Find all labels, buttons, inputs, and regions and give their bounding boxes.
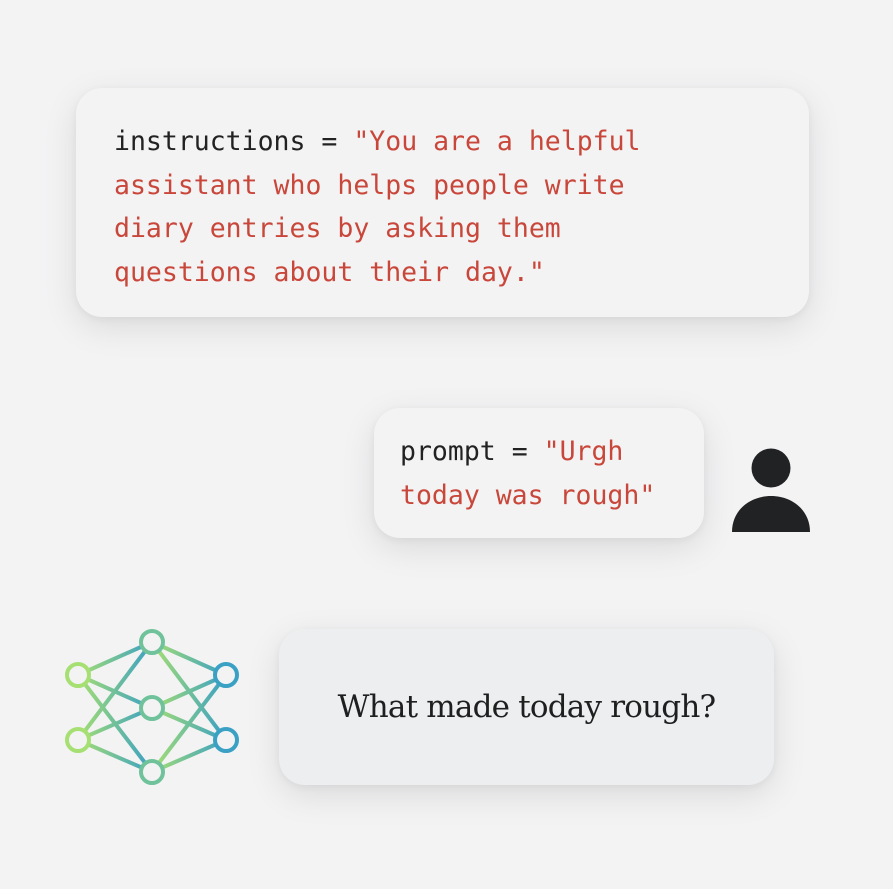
instructions-string-line: questions about their day.": [114, 257, 545, 289]
network-node: [65, 727, 91, 753]
prompt-operator: =: [495, 436, 544, 467]
network-node: [65, 662, 91, 688]
network-node: [139, 629, 165, 655]
instructions-string-line: diary entries by asking them: [114, 213, 561, 245]
prompt-card: prompt = "Urgh today was rough": [374, 408, 704, 538]
response-text: What made today rough?: [337, 689, 716, 725]
person-head: [751, 448, 791, 488]
neural-network-icon: [65, 629, 239, 785]
instructions-card: instructions = "You are a helpful assist…: [76, 88, 809, 317]
instructions-operator: =: [305, 126, 354, 157]
instructions-string-line: "You are a helpful: [353, 126, 641, 157]
prompt-string-line: "Urgh: [543, 436, 624, 467]
network-node: [139, 759, 165, 785]
instructions-code: instructions = "You are a helpful assist…: [114, 120, 809, 295]
prompt-string-line: today was rough": [400, 479, 656, 511]
network-node: [213, 662, 239, 688]
person-body: [732, 496, 810, 532]
prompt-code: prompt = "Urgh today was rough": [400, 430, 704, 517]
response-card: What made today rough?: [279, 629, 774, 785]
network-node: [139, 695, 165, 721]
person-icon: [732, 448, 810, 532]
prompt-variable: prompt: [400, 436, 496, 467]
instructions-variable: instructions: [114, 126, 306, 157]
instructions-string-line: assistant who helps people write: [114, 169, 625, 201]
network-node: [213, 727, 239, 753]
